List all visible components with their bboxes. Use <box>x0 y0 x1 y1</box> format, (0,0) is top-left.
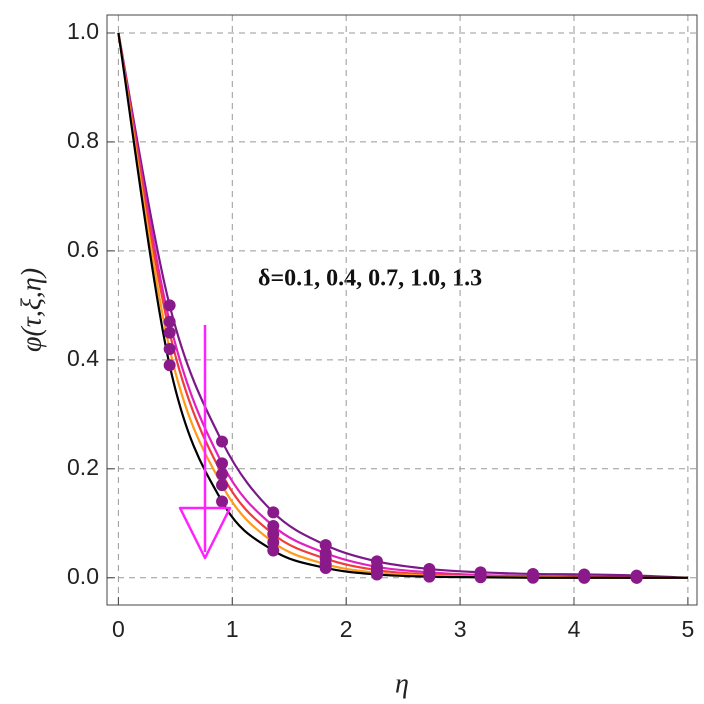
x-tick-label: 5 <box>681 616 694 642</box>
marker <box>216 479 229 492</box>
marker <box>163 359 176 372</box>
y-tick-label: 0.0 <box>67 563 99 589</box>
arrow <box>178 325 232 560</box>
marker <box>526 571 539 584</box>
annotation: δ=0.1, 0.4, 0.7, 1.0, 1.3 <box>258 266 482 292</box>
x-tick-label: 0 <box>112 616 125 642</box>
marker <box>370 568 383 581</box>
y-tick-label: 0.4 <box>67 345 99 371</box>
marker <box>630 571 643 584</box>
marker <box>216 457 229 470</box>
marker <box>216 468 229 481</box>
y-tick-label: 1.0 <box>67 18 99 44</box>
marker <box>267 544 280 557</box>
marker <box>578 571 591 584</box>
x-tick-label: 2 <box>340 616 353 642</box>
marker <box>163 342 176 355</box>
x-tick-label: 1 <box>226 616 239 642</box>
marker <box>216 495 229 508</box>
marker <box>216 435 229 448</box>
x-tick-label: 4 <box>568 616 581 642</box>
marker <box>423 570 436 583</box>
x-axis-label: η <box>395 668 409 699</box>
y-tick-label: 0.8 <box>67 127 99 153</box>
y-axis-label: φ(τ,ξ,η) <box>16 268 47 352</box>
marker <box>163 299 176 312</box>
marker <box>163 326 176 339</box>
marker <box>319 561 332 574</box>
marker <box>474 571 487 584</box>
marker <box>267 506 280 519</box>
x-tick-label: 3 <box>454 616 467 642</box>
marker <box>163 315 176 328</box>
y-tick-label: 0.2 <box>67 454 99 480</box>
y-tick-label: 0.6 <box>67 236 99 262</box>
plot-frame <box>106 14 698 606</box>
